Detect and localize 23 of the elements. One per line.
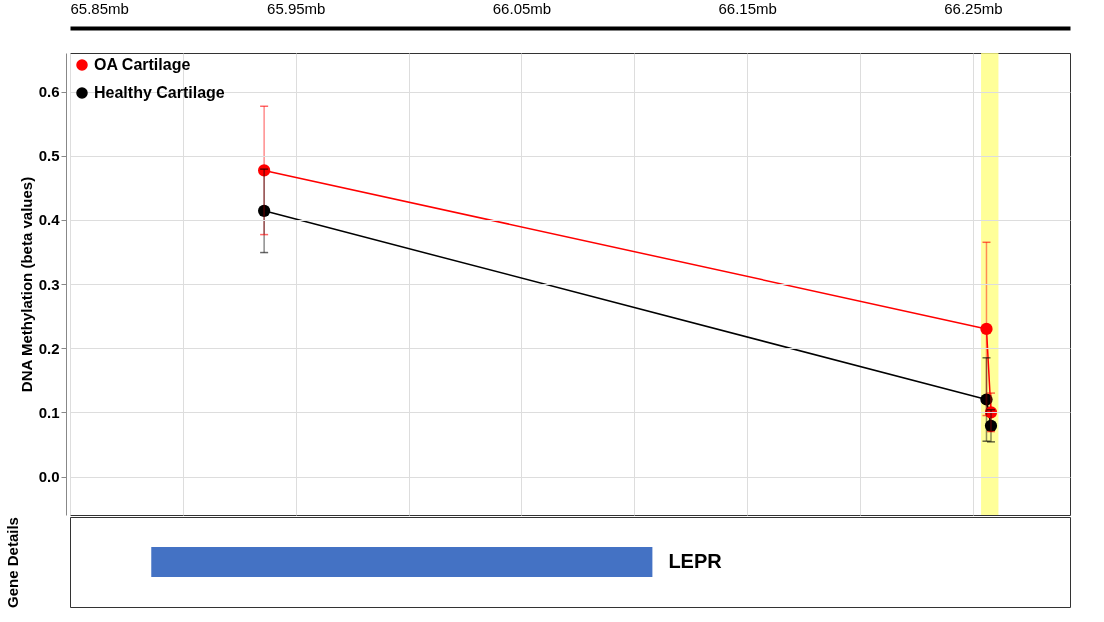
y-axis-title: DNA Methylation (beta values) xyxy=(17,176,35,393)
x-tick-label: 66.05mb xyxy=(492,0,552,17)
x-tick-label: 65.95mb xyxy=(267,0,326,17)
annotation: LEPR xyxy=(668,550,723,572)
legend-label: OA Cartilage xyxy=(94,56,191,73)
x-tick-label: 66.25mb xyxy=(944,0,1003,17)
y-axis-title: Gene Details xyxy=(3,517,21,608)
point xyxy=(258,164,271,177)
point xyxy=(984,419,998,432)
y-tick-label: 0.3 xyxy=(38,275,60,293)
point xyxy=(258,204,271,217)
y-tick-label: 0.1 xyxy=(38,403,60,421)
y-tick-label: 0.6 xyxy=(38,83,60,100)
point xyxy=(984,406,998,419)
x-tick-label: 66.15mb xyxy=(718,0,777,17)
y-tick-label: 0.0 xyxy=(38,468,60,485)
x-tick-label: 65.85mb xyxy=(70,0,129,17)
y-tick-label: 0.2 xyxy=(38,339,60,357)
y-tick-label: 0.4 xyxy=(38,211,61,229)
point xyxy=(980,322,993,336)
y-tick-label: 0.5 xyxy=(38,147,60,165)
point xyxy=(980,393,993,406)
legend-label: Healthy Cartilage xyxy=(94,84,225,101)
